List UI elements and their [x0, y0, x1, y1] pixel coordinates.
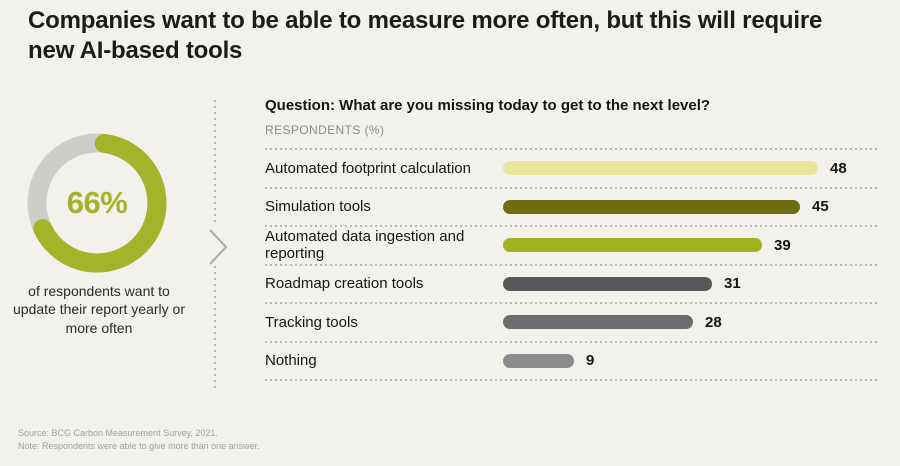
- dotted-separator: [214, 266, 216, 392]
- method-note: Note: Respondents were able to give more…: [18, 441, 260, 451]
- dotted-separator: [214, 100, 216, 224]
- bar: [503, 353, 574, 368]
- bar-area: 9: [503, 352, 880, 369]
- bar: [503, 199, 800, 214]
- bar-value: 28: [705, 313, 722, 331]
- bar-area: 48: [503, 160, 880, 177]
- bar-category-label: Automated footprint calculation: [265, 159, 471, 177]
- bar-area: 39: [503, 237, 880, 254]
- bar-value: 31: [724, 275, 741, 293]
- footnote: Source: BCG Carbon Measurement Survey, 2…: [18, 427, 260, 453]
- bar-row: Automated data ingestion and reporting 39: [265, 227, 880, 264]
- bar: [503, 315, 693, 330]
- dotted-divider: [265, 186, 880, 189]
- source-note: Source: BCG Carbon Measurement Survey, 2…: [18, 428, 218, 438]
- chevron-right-icon: [209, 229, 228, 265]
- donut-value: 66%: [66, 185, 128, 220]
- dotted-divider: [265, 302, 880, 304]
- bar: [503, 161, 818, 176]
- bar-row: Tracking tools 28: [265, 304, 880, 341]
- bar-category-label: Automated data ingestion and reporting: [265, 228, 465, 263]
- bar-area: 28: [503, 314, 880, 331]
- chart-question: Question: What are you missing today to …: [265, 97, 711, 114]
- bar-area: 31: [503, 275, 880, 292]
- bar-chart-panel: Question: What are you missing today to …: [265, 96, 880, 381]
- bar: [503, 238, 762, 253]
- chart-units-label: RESPONDENTS (%): [265, 123, 385, 137]
- bar-category-label: Roadmap creation tools: [265, 275, 424, 293]
- bar-value: 48: [830, 159, 847, 177]
- bar-category-label: Tracking tools: [265, 313, 358, 331]
- dotted-divider: [265, 148, 880, 150]
- page-title: Companies want to be able to measure mor…: [28, 7, 823, 64]
- bar-value: 9: [586, 352, 595, 370]
- donut-svg: [27, 133, 167, 273]
- bar-category-label: Nothing: [265, 352, 317, 370]
- dotted-divider: [265, 379, 880, 381]
- dotted-divider: [265, 263, 880, 266]
- dotted-divider: [265, 340, 880, 343]
- bar: [503, 276, 712, 291]
- bar-row: Simulation tools 45: [265, 189, 880, 226]
- bar-value: 45: [812, 198, 829, 216]
- bar-row: Roadmap creation tools 31: [265, 266, 880, 303]
- bar-value: 39: [774, 236, 791, 254]
- bar-area: 45: [503, 198, 880, 215]
- donut-chart: 66%: [22, 128, 172, 278]
- bar-row: Automated footprint calculation 48: [265, 150, 880, 187]
- donut-arc: [27, 133, 167, 273]
- donut-caption: of respondents want to update their repo…: [13, 283, 185, 336]
- bar-category-label: Simulation tools: [265, 198, 371, 216]
- dotted-divider: [265, 225, 880, 227]
- bar-chart-rows: Automated footprint calculation 48 Simulat…: [265, 148, 880, 381]
- bar-row: Nothing 9: [265, 343, 880, 380]
